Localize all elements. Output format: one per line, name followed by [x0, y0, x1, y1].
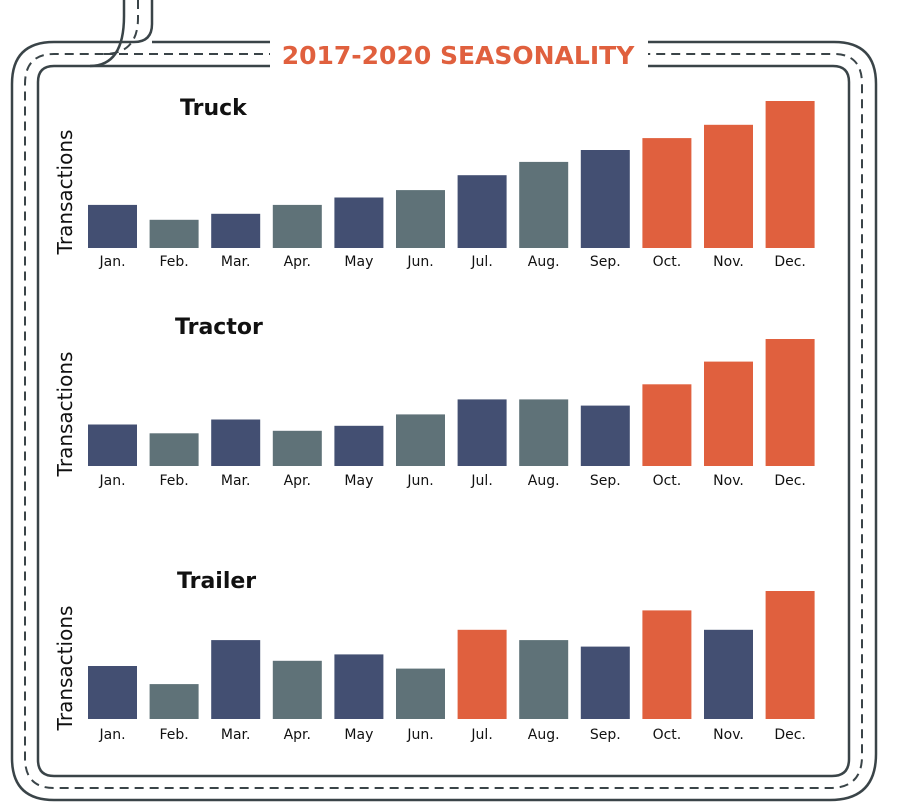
bar-may [334, 425, 384, 466]
chart-title: Trailer [177, 569, 256, 594]
x-tick-label: Mar. [221, 254, 251, 270]
x-tick-label: May [344, 473, 373, 489]
y-axis-label: Transactions [53, 352, 77, 478]
x-tick-label: Jun. [406, 727, 433, 743]
bar-dec [765, 339, 815, 466]
bar-dec [765, 591, 815, 719]
x-tick-label: Nov. [713, 727, 744, 743]
x-tick-label: Oct. [653, 473, 682, 489]
x-tick-label: Oct. [653, 727, 682, 743]
x-tick-label: Aug. [528, 727, 560, 743]
x-tick-label: Feb. [159, 254, 188, 270]
bar-sep [580, 646, 630, 719]
bar-feb [149, 684, 199, 719]
x-tick-label: Feb. [159, 473, 188, 489]
x-tick-label: Jan. [98, 254, 125, 270]
x-tick-label: Dec. [774, 254, 806, 270]
x-tick-label: Jun. [406, 254, 433, 270]
x-tick-label: Jan. [98, 473, 125, 489]
x-tick-label: Apr. [284, 473, 311, 489]
bar-jun [396, 190, 445, 248]
bar-may [334, 197, 384, 248]
bar-sep [580, 405, 630, 466]
bar-oct [642, 138, 692, 248]
x-tick-label: Jun. [406, 473, 433, 489]
bar-aug [519, 161, 569, 248]
x-tick-label: Jul. [470, 727, 492, 743]
bar-jul [457, 629, 507, 719]
bar-mar [211, 213, 261, 248]
x-tick-label: Oct. [653, 254, 682, 270]
page-title: 2017-2020 SEASONALITY [270, 36, 646, 76]
bar-dec [765, 101, 815, 248]
bar-jul [457, 399, 507, 466]
x-tick-label: Apr. [284, 254, 311, 270]
bar-jul [457, 175, 507, 248]
x-tick-label: Dec. [774, 473, 806, 489]
x-tick-label: Jul. [470, 254, 492, 270]
x-tick-label: Nov. [713, 473, 744, 489]
bar-aug [519, 399, 569, 466]
bar-jan [88, 424, 137, 466]
bar-nov [704, 124, 753, 248]
bar-mar [211, 640, 261, 719]
bar-feb [149, 433, 199, 466]
bar-may [334, 654, 384, 719]
bar-aug [519, 640, 569, 719]
x-tick-label: Aug. [528, 473, 560, 489]
x-tick-label: Feb. [159, 727, 188, 743]
bar-oct [642, 610, 692, 719]
x-tick-label: Jul. [470, 473, 492, 489]
x-tick-label: Sep. [590, 473, 621, 489]
x-tick-label: May [344, 727, 373, 743]
y-axis-label: Transactions [53, 130, 77, 256]
x-tick-label: Mar. [221, 473, 251, 489]
x-tick-label: Apr. [284, 727, 311, 743]
x-tick-label: Dec. [774, 727, 806, 743]
bar-feb [149, 219, 199, 248]
bar-apr [272, 660, 322, 719]
y-axis-label: Transactions [53, 606, 77, 732]
bar-jun [396, 414, 445, 466]
bar-jan [88, 204, 137, 248]
x-tick-label: Sep. [590, 727, 621, 743]
x-tick-label: Nov. [713, 254, 744, 270]
bar-sep [580, 150, 630, 248]
bar-apr [272, 204, 322, 248]
bar-nov [704, 361, 753, 466]
x-tick-label: May [344, 254, 373, 270]
x-tick-label: Jan. [98, 727, 125, 743]
bar-mar [211, 419, 261, 466]
bar-nov [704, 629, 753, 719]
bar-jun [396, 668, 445, 719]
chart-title: Tractor [175, 315, 263, 340]
x-tick-label: Mar. [221, 727, 251, 743]
x-tick-label: Sep. [590, 254, 621, 270]
bar-apr [272, 430, 322, 466]
x-tick-label: Aug. [528, 254, 560, 270]
chart-title: Truck [180, 96, 248, 121]
bar-oct [642, 384, 692, 466]
bar-jan [88, 666, 137, 719]
